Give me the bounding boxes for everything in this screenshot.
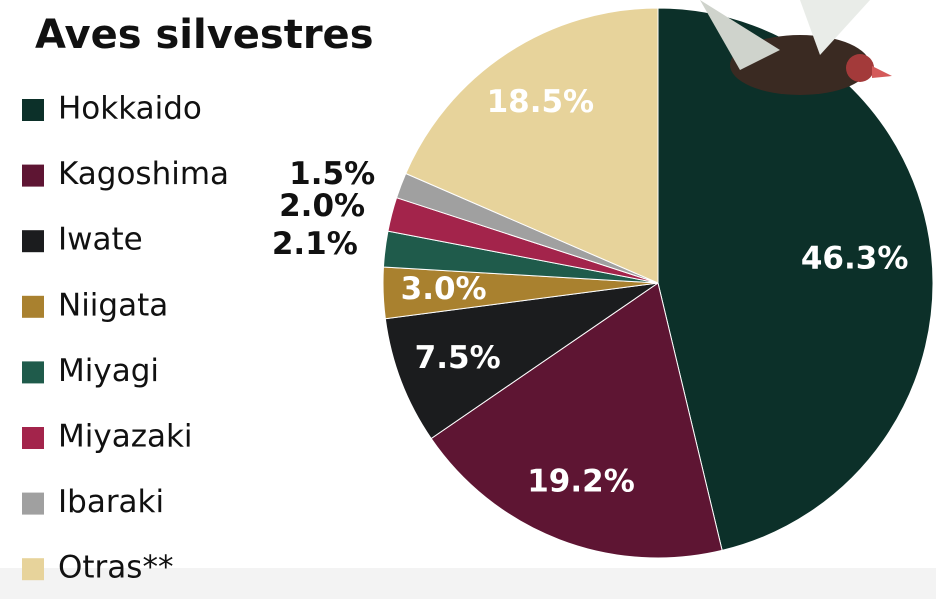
legend-label: Ibaraki [58, 484, 164, 520]
slice-label: 18.5% [487, 84, 595, 120]
pie-slice [430, 282, 723, 559]
slice-label: 1.5% [289, 156, 375, 192]
legend-label: Miyagi [58, 353, 159, 389]
legend-swatch [22, 427, 44, 449]
slice-label: 7.5% [415, 340, 501, 376]
pie-slice [657, 7, 934, 552]
legend-swatch [22, 164, 44, 187]
legend-label: Iwate [58, 222, 143, 258]
footer-band [0, 568, 936, 599]
legend-label: Otras** [58, 550, 173, 586]
slice-label: 2.0% [279, 188, 365, 224]
bird-decoration [700, 0, 892, 95]
legend-label: Niigata [58, 287, 168, 323]
slice-label: 2.1% [272, 226, 358, 262]
legend-label: Kagoshima [58, 156, 229, 192]
legend-swatch [22, 295, 44, 318]
slice-label: 19.2% [527, 464, 635, 500]
chart-title: Aves silvestres [35, 12, 374, 58]
legend-swatch [22, 99, 44, 121]
pie-slice [405, 7, 659, 284]
legend-swatch [22, 558, 44, 581]
pie-slice [384, 282, 659, 440]
pie [382, 7, 934, 559]
legend-label: Miyazaki [58, 419, 193, 455]
legend-swatch [22, 230, 44, 253]
legend-swatch [22, 492, 44, 515]
slice-label: 46.3% [801, 240, 909, 276]
slice-label: 3.0% [401, 271, 487, 307]
legend-label: Hokkaido [58, 91, 202, 127]
legend-swatch [22, 361, 44, 384]
